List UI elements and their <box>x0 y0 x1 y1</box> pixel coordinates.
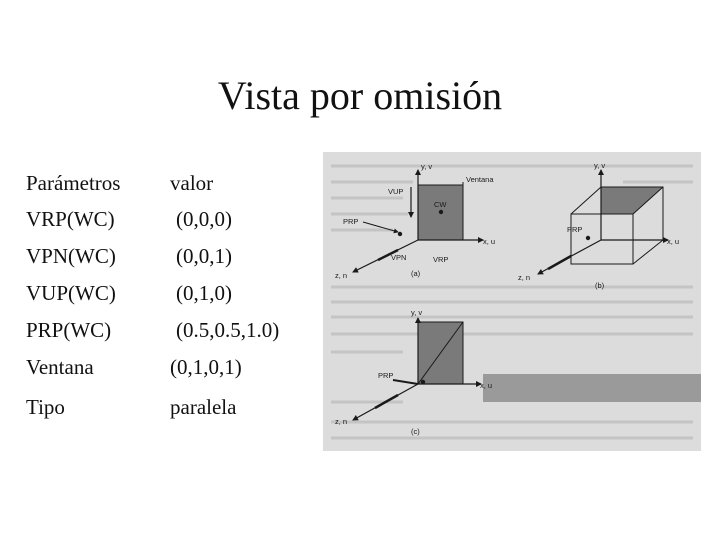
header-value: valor <box>170 171 214 195</box>
a-ventana-label: Ventana <box>466 175 494 184</box>
b-prp-label: PRP <box>567 225 582 234</box>
dark-band <box>483 374 701 402</box>
parameter-value: (0,0,1) <box>176 244 232 268</box>
a-vrp-label: VRP <box>433 255 448 264</box>
diagram-c: y, v PRP x, u z, n (c) <box>335 308 492 436</box>
b-xu-label: x, u <box>667 237 679 246</box>
parameter-name: Tipo <box>26 395 65 419</box>
diagram-a: y, v VUP Ventana CW PRP x, u z, n VPN VR… <box>335 162 495 280</box>
parameter-value: (0.5,0.5,1.0) <box>176 318 280 342</box>
parameter-name: VUP(WC) <box>26 281 116 305</box>
parameter-value: (0,1,0) <box>176 281 232 305</box>
c-caption: (c) <box>411 427 420 436</box>
b-caption: (b) <box>595 281 605 290</box>
a-yv-label: y, v <box>421 162 432 171</box>
parameter-name: PRP(WC) <box>26 318 112 342</box>
diagram-b: y, v PRP x, u z, n (b) <box>518 161 679 290</box>
background-text-texture <box>331 164 693 440</box>
a-xu-label: x, u <box>483 237 495 246</box>
a-caption: (a) <box>411 269 421 278</box>
a-vup-label: VUP <box>388 187 403 196</box>
projection-diagrams: y, v VUP Ventana CW PRP x, u z, n VPN VR… <box>331 161 701 440</box>
parameter-name: VPN(WC) <box>26 244 116 268</box>
b-zn-label: z, n <box>518 273 530 282</box>
a-prp-label: PRP <box>343 217 358 226</box>
parameter-value: (0,1,0,1) <box>170 355 242 379</box>
c-zn-label: z, n <box>335 417 347 426</box>
a-vpn-label: VPN <box>391 253 406 262</box>
c-yv-label: y, v <box>411 308 422 317</box>
c-xu-label: x, u <box>480 381 492 390</box>
a-zn-label: z, n <box>335 271 347 280</box>
parameter-name: VRP(WC) <box>26 207 115 231</box>
b-yv-label: y, v <box>594 161 605 170</box>
header-parameters: Parámetros <box>26 171 121 195</box>
parameter-value: (0,0,0) <box>176 207 232 231</box>
c-prp-label: PRP <box>378 371 393 380</box>
slide-title: Vista por omisión <box>217 73 503 118</box>
a-cw-label: CW <box>434 200 447 209</box>
parameter-value: paralela <box>170 395 237 419</box>
parameter-name: Ventana <box>26 355 94 379</box>
projection-figure: y, v VUP Ventana CW PRP x, u z, n VPN VR… <box>323 152 701 451</box>
